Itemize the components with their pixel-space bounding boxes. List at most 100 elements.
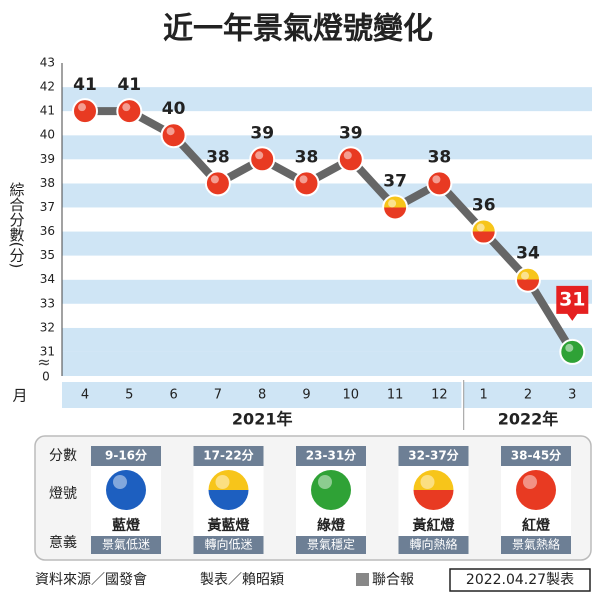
footer-paper: 聯合報 [372,572,414,588]
data-label: 38 [206,147,230,167]
legend-range: 9-16分 [105,448,147,463]
y-tick-label: 32 [40,320,55,334]
x-tick-label: 6 [169,388,177,403]
grid-band [62,87,592,112]
point [515,266,541,293]
point [249,146,276,173]
data-label: 41 [73,75,97,95]
point [337,146,364,173]
x-tick-label: 4 [81,388,89,403]
data-label: 34 [516,244,540,264]
data-label: 39 [250,123,274,143]
grid-band [62,327,592,352]
y-tick-label: 35 [40,248,55,262]
legend-range: 23-31分 [306,448,356,463]
point [426,170,453,197]
grid-band [62,207,592,232]
category-strip [463,382,592,408]
point-highlight [210,175,219,184]
legend-light [311,470,351,510]
point-highlight [78,103,86,112]
data-label: 40 [162,99,186,119]
legend-tab [91,446,161,466]
x-tick-label: 2 [524,388,532,403]
point [470,218,497,245]
point [293,170,320,197]
point-highlight [255,151,264,160]
axis-break: ≈ [37,353,50,372]
y-tick-label: 36 [40,224,55,238]
x-tick-label: 8 [258,388,266,403]
legend-row-label: 分數 [49,448,77,464]
legend-name: 綠燈 [317,517,346,534]
y-tick-label: 33 [40,296,55,310]
point-highlight [166,127,175,136]
legend-meaning-bg [91,536,161,554]
legend-meaning: 景氣穩定 [307,537,355,552]
y-tick-label: 38 [40,176,55,190]
year-label: 2021年 [232,410,293,429]
footer-square [356,573,369,586]
x-tick-label: 1 [480,388,488,403]
y-tick-label: 42 [40,80,55,94]
y-origin-label: 0 [42,370,50,384]
y-tick-label: 37 [40,200,55,214]
legend-tab [296,446,366,466]
legend-row-label: 燈號 [49,486,77,502]
x-tick-label: 11 [387,388,404,403]
legend-light-highlight [420,475,435,489]
grid-band [62,303,592,328]
footer-date: 2022.04.27製表 [466,572,574,588]
legend-tab [501,446,571,466]
x-tick-label: 9 [302,388,310,403]
x-tick-label: 5 [125,388,133,403]
year-label: 2022年 [498,410,559,429]
legend-range: 17-22分 [203,448,253,463]
point-highlight [299,175,308,184]
grid-band [62,351,592,376]
grid-band [62,255,592,280]
legend-light-highlight [113,475,127,489]
legend-range: 38-45分 [511,448,561,463]
legend-meaning-bg [296,536,366,554]
x-tick-label: 10 [343,388,360,403]
chart-title: 近一年景氣燈號變化 [163,12,433,47]
point [72,98,98,125]
legend-light [106,470,146,510]
legend-meaning-bg [501,536,571,554]
x-tick-label: 7 [214,388,222,403]
data-label: 36 [472,196,496,216]
legend-meaning: 景氣低迷 [102,538,150,552]
legend-light [208,470,249,510]
x-tick-label: 12 [431,388,448,403]
grid-band [62,183,592,208]
legend-meaning: 轉向熱絡 [409,537,457,552]
callout [556,285,589,321]
y-tick-label: 40 [40,128,55,142]
legend-name: 藍燈 [112,517,141,534]
grid-band [62,279,592,304]
legend-meaning-bg [193,536,264,554]
legend-name: 黃藍燈 [207,517,251,534]
y-tick-label: 41 [40,104,55,118]
legend-tab [193,446,264,466]
legend-meaning: 景氣熱絡 [512,537,560,552]
category-strip [62,382,462,408]
legend-meaning: 轉向低迷 [204,537,252,552]
legend-name: 黃紅燈 [412,517,456,534]
legend-light [413,470,454,510]
data-label: 38 [428,147,452,167]
y-tick-label: 43 [40,56,55,70]
point-highlight [565,343,574,352]
legend-light-highlight [523,475,537,489]
point [160,122,187,149]
legend-range: 32-37分 [408,448,458,463]
y-tick-label: 39 [40,152,55,166]
data-label: 41 [117,75,141,95]
grid-band [62,63,592,88]
point [116,98,143,125]
footer-date-box [449,568,591,592]
point-highlight [122,103,131,112]
x-axis-label: 月 [12,387,27,405]
